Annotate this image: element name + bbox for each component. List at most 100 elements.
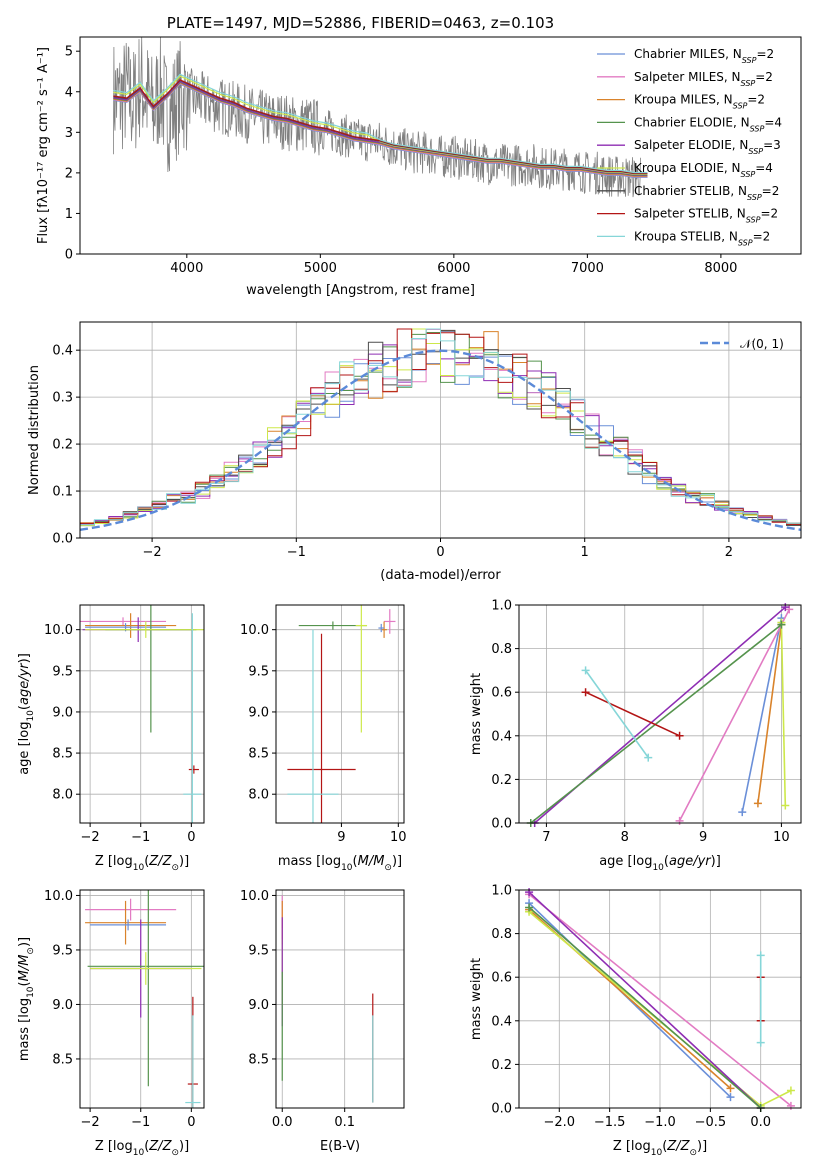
weight-point-marker (738, 808, 747, 817)
weight-point-marker (581, 688, 590, 697)
weight-point-marker (644, 753, 653, 762)
axes-frame (518, 604, 802, 824)
y-tick-label: 9.5 (52, 943, 73, 958)
x-tick-label: 2 (725, 545, 733, 560)
x-tick-label: −0.5 (695, 1115, 727, 1130)
plot-area (113, 36, 648, 198)
y-tick-label: 0.3 (52, 391, 73, 406)
legend-entry: 𝒩(0, 1) (740, 337, 784, 351)
x-tick-label: 0 (187, 1115, 195, 1130)
weight-point-marker (581, 666, 590, 675)
y-tick-label: 9.5 (248, 943, 269, 958)
y-tick-label: 0.0 (52, 532, 73, 547)
y-tick-label: 9.0 (248, 998, 269, 1013)
x-tick-label: 7 (542, 830, 550, 845)
weight-point-marker (675, 731, 684, 740)
weight-point-marker (756, 951, 765, 960)
weight-line-1 (757, 624, 783, 804)
x-axis-label: age [log10(age/yr)] (599, 854, 721, 873)
legend-entry: Chabrier ELODIE, NSSP=4 (634, 115, 782, 132)
plot-area (85, 890, 204, 1108)
chart-weight-vs-age: 7 8 9 10 0.0 0.2 0.4 0.6 0.8 1.0 age [log10(age/yr… (469, 599, 802, 873)
axes-frame (79, 321, 802, 539)
y-tick-label: 0.6 (491, 686, 512, 701)
legend-entry: Salpeter STELIB, NSSP=2 (634, 207, 778, 225)
weight-point-marker (726, 1084, 735, 1093)
normal-curve (79, 349, 802, 531)
y-tick-label: 1 (65, 207, 73, 222)
plot-area (80, 605, 204, 823)
axes-frame (518, 889, 802, 1109)
y-axis-label: Normed distribution (27, 365, 42, 495)
y-tick-label: 0.1 (52, 485, 73, 500)
y-tick-label: 1.0 (491, 599, 512, 614)
y-tick-label: 0.2 (52, 438, 73, 453)
x-tick-label: −1 (131, 830, 150, 845)
x-tick-label: 1 (581, 545, 589, 560)
x-axis-label: mass [log10(M/M⊙)] (278, 854, 402, 873)
x-tick-label: −1.0 (644, 1115, 676, 1130)
plot-area (281, 895, 374, 1103)
y-tick-label: 0.4 (52, 344, 73, 359)
axes-frame (79, 604, 205, 824)
x-tick-label: −1.5 (594, 1115, 626, 1130)
chart-mass-vs-Z: −2 −1 0 8.5 9.0 9.5 10.0 Z [log10(Z/Z⊙)] mass [l… (17, 889, 205, 1158)
observed-spectrum-line (113, 36, 641, 198)
y-tick-label: 0.8 (491, 642, 512, 657)
y-axis-label: age [log10(age/yr)] (17, 653, 36, 775)
axes-frame (275, 889, 405, 1109)
weight-point-marker (777, 620, 786, 629)
plot-area (526, 603, 794, 827)
x-tick-label: −2 (143, 545, 162, 560)
legend-entry: Salpeter MILES, NSSP=2 (634, 70, 773, 88)
x-axis-label: Z [log10(Z/Z⊙)] (95, 854, 189, 873)
histogram-step-5 (80, 328, 801, 527)
y-tick-label: 10.0 (44, 889, 73, 904)
axes-frame (79, 889, 205, 1109)
y-tick-label: 9.0 (248, 705, 269, 720)
axes-frame (79, 36, 802, 255)
y-axis-label: mass weight (469, 673, 484, 755)
legend-entry: Salpeter ELODIE, NSSP=3 (634, 138, 781, 156)
chart-mass-vs-ebv: 0.0 0.1 8.5 9.0 9.5 10.0 E(B-V) (240, 889, 405, 1154)
y-tick-label: 10.0 (240, 889, 269, 904)
y-tick-label: 3 (65, 126, 73, 141)
y-axis-label: mass [log10(M/M⊙)] (17, 937, 36, 1061)
chart-spectrum: 4000 5000 6000 7000 8000 0 1 2 3 4 5 PLATE=1497, MJ… (36, 14, 802, 298)
x-tick-label: −1 (131, 1115, 150, 1130)
y-tick-label: 8.0 (248, 788, 269, 803)
weight-point-marker (753, 799, 762, 808)
weight-line-0 (741, 617, 783, 813)
weight-point-marker (525, 903, 534, 912)
x-axis-label: Z [log10(Z/Z⊙)] (613, 1139, 707, 1158)
x-tick-label: 9 (699, 830, 707, 845)
weight-line-2 (678, 609, 791, 822)
legend-entry: Chabrier STELIB, NSSP=2 (634, 184, 779, 202)
x-tick-label: −2 (81, 1115, 100, 1130)
x-tick-label: 10 (773, 830, 790, 845)
y-tick-label: 8.0 (52, 788, 73, 803)
model-line-8 (113, 73, 648, 174)
x-axis-label: wavelength [Angstrom, rest frame] (246, 283, 475, 298)
y-tick-label: 0 (65, 248, 73, 263)
chart-residuals: −2 −1 0 1 2 0.0 0.1 0.2 0.3 0.4 (data-model)/error… (27, 321, 802, 583)
plot-area (287, 605, 396, 823)
y-tick-label: 0.6 (491, 971, 512, 986)
y-tick-label: 0.2 (491, 773, 512, 788)
legend: 𝒩(0, 1) (700, 337, 784, 351)
plot-area (79, 328, 802, 531)
x-tick-label: −2.0 (543, 1115, 575, 1130)
x-tick-label: 7000 (571, 261, 604, 276)
weight-line-3 (780, 622, 787, 806)
y-tick-label: 4 (65, 85, 73, 100)
y-tick-label: 8.5 (248, 1052, 269, 1067)
chart-title: PLATE=1497, MJD=52886, FIBERID=0463, z=0… (167, 14, 554, 32)
histogram-step-8 (80, 328, 801, 526)
chart-age-vs-mass: 9 10 8.0 8.5 9.0 9.5 10.0 mass [log10(M/M⊙)] (240, 604, 407, 873)
weight-line-2 (528, 893, 792, 1107)
weight-point-marker (675, 816, 684, 825)
y-tick-label: 0.8 (491, 927, 512, 942)
x-tick-label: 10 (390, 830, 407, 845)
y-tick-label: 1.0 (491, 884, 512, 899)
